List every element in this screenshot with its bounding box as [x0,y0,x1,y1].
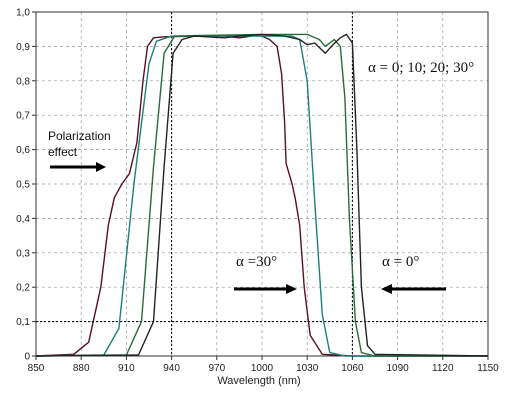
y-tick-label: 0,2 [16,283,30,294]
y-tick-label: 0,8 [16,76,30,87]
arrow-alpha-30 [234,284,297,294]
series-line-4 [35,33,489,357]
x-tick-label: 1060 [341,363,364,374]
series-line-3 [35,33,488,357]
annotation-alpha-30: α =30° [236,254,277,270]
series-line-2 [35,35,488,357]
x-tick-labels: 850 880 910 940 970 1000 1030 1060 1090 1120 1150 [28,356,499,374]
y-tick-label: 1,0 [16,8,30,19]
annotation-alpha-0: α = 0° [382,254,419,270]
x-tick-label: 940 [163,363,180,374]
x-tick-label: 850 [28,363,45,374]
y-tick-label: 0,3 [16,248,30,259]
x-tick-label: 1120 [432,363,454,374]
series-line-1 [35,34,488,357]
y-tick-label: 0 [24,352,30,363]
y-tick-label: 0,7 [16,111,30,122]
series-lines [35,33,489,357]
x-tick-label: 880 [73,363,90,374]
x-tick-label: 1030 [296,363,319,374]
annotation-effect: effect [48,145,78,159]
y-tick-label: 0,4 [16,214,30,225]
x-axis-title: Wavelength (nm) [217,375,300,387]
y-tick-label: 0,6 [16,145,30,156]
x-tick-label: 970 [208,363,225,374]
annotation-polarization: Polarization [48,129,111,143]
y-tick-label: 0,5 [16,180,30,191]
x-tick-label: 1150 [477,363,499,374]
arrow-polarization [50,162,106,172]
y-tick-label: 0,1 [16,317,30,328]
x-tick-label: 910 [118,363,135,374]
y-tick-labels: 0 0,1 0,2 0,3 0,4 0,5 0,6 0,7 0,8 0,9 1,0 [16,8,36,363]
arrow-alpha-0 [381,284,446,294]
y-tick-label: 0,9 [16,42,30,53]
x-tick-label: 1000 [251,363,274,374]
annotation-alpha-list: α = 0; 10; 20; 30° [368,60,474,76]
x-tick-label: 1090 [386,363,409,374]
